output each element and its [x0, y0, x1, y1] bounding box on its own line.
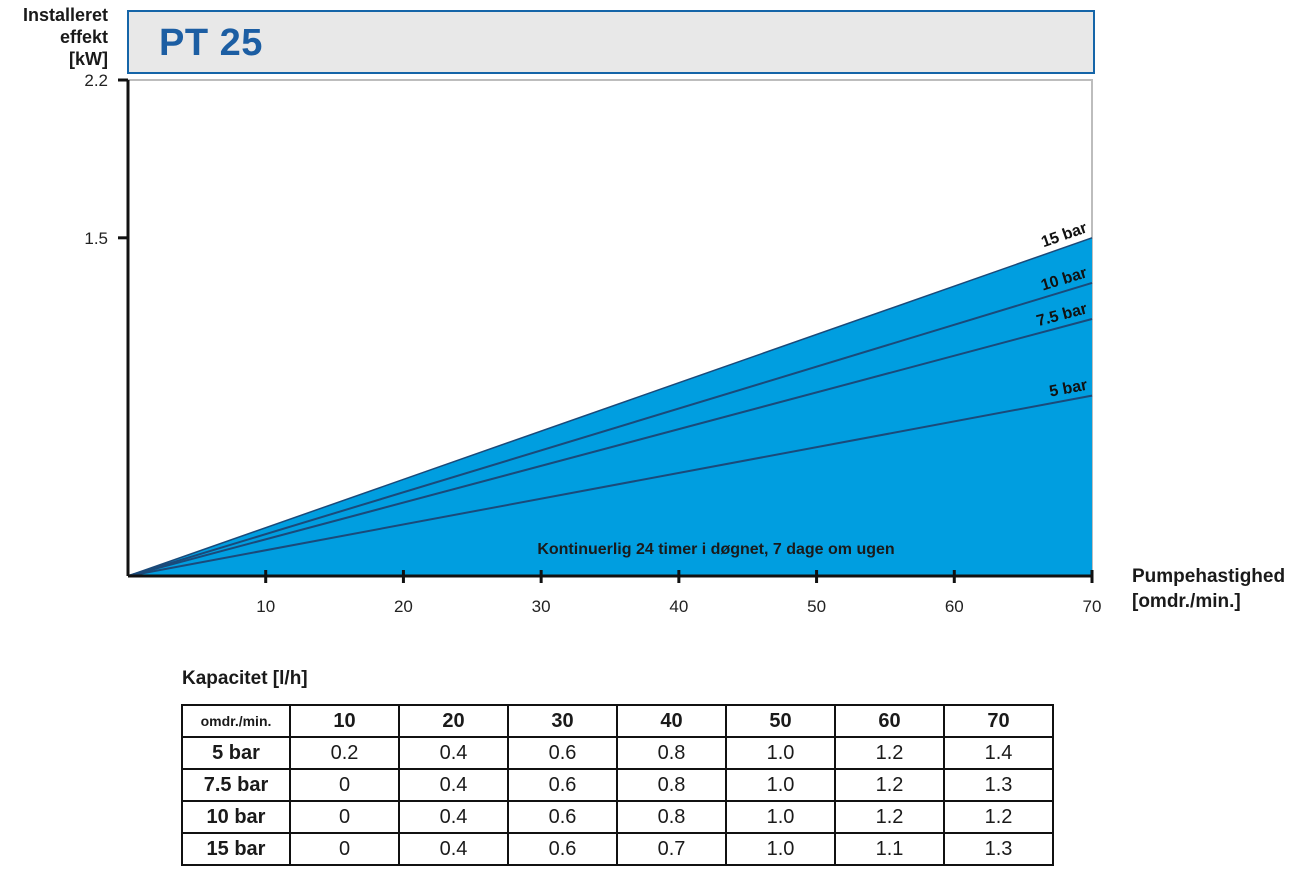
table-cell: 0	[289, 832, 400, 866]
table-row: 5 bar 0.2 0.4 0.6 0.8 1.0 1.2 1.4	[181, 736, 1054, 770]
table-cell: 0.6	[507, 800, 618, 834]
capacity-table: omdr./min. 10 20 30 40 50 60 70 5 bar 0.…	[181, 704, 1054, 866]
table-row: 7.5 bar 0 0.4 0.6 0.8 1.0 1.2 1.3	[181, 768, 1054, 802]
table-cell: 1.4	[943, 736, 1054, 770]
x-tick-label: 20	[394, 597, 413, 616]
row-label: 5 bar	[181, 736, 291, 770]
x-tick-label: 10	[256, 597, 275, 616]
table-cell: 1.0	[725, 768, 836, 802]
table-row: 15 bar 0 0.4 0.6 0.7 1.0 1.1 1.3	[181, 832, 1054, 866]
capacity-corner-cell: omdr./min.	[181, 704, 291, 738]
y-axis-label-line-3: [kW]	[69, 49, 108, 69]
table-cell: 1.3	[943, 832, 1054, 866]
table-cell: 0.8	[616, 768, 727, 802]
table-cell: 1.2	[834, 768, 945, 802]
table-cell: 1.0	[725, 800, 836, 834]
table-cell: 0.4	[398, 800, 509, 834]
table-cell: 0	[289, 768, 400, 802]
capacity-col-header: 50	[725, 704, 836, 738]
chart-title: PT 25	[159, 22, 263, 64]
table-cell: 0.8	[616, 736, 727, 770]
table-cell: 0.2	[289, 736, 400, 770]
table-cell: 0.6	[507, 736, 618, 770]
x-tick-label: 40	[669, 597, 688, 616]
table-cell: 0.4	[398, 832, 509, 866]
row-label: 7.5 bar	[181, 768, 291, 802]
chart-title-box: PT 25	[127, 10, 1095, 74]
capacity-col-header: 60	[834, 704, 945, 738]
table-cell: 0.7	[616, 832, 727, 866]
table-cell: 0	[289, 800, 400, 834]
capacity-col-header: 20	[398, 704, 509, 738]
x-tick-label: 30	[532, 597, 551, 616]
series-line	[127, 394, 1093, 577]
y-tick-label: 2.2	[84, 71, 108, 90]
table-cell: 1.2	[834, 800, 945, 834]
capacity-col-header: 40	[616, 704, 727, 738]
table-cell: 0.4	[398, 736, 509, 770]
annotation-text: Kontinuerlig 24 timer i døgnet, 7 dage o…	[537, 541, 894, 558]
x-tick-label: 60	[945, 597, 964, 616]
table-cell: 1.1	[834, 832, 945, 866]
x-tick-label: 70	[1083, 597, 1102, 616]
table-cell: 1.2	[834, 736, 945, 770]
capacity-title: Kapacitet [l/h]	[182, 668, 308, 689]
series-line	[127, 281, 1093, 577]
series-label: 5 bar	[1048, 377, 1089, 401]
table-row: 10 bar 0 0.4 0.6 0.8 1.0 1.2 1.2	[181, 800, 1054, 834]
y-axis-label: Installeret effekt [kW]	[4, 4, 108, 70]
x-axis-label-line-1: Pumpehastighed	[1132, 566, 1286, 587]
table-cell: 1.3	[943, 768, 1054, 802]
table-cell: 1.2	[943, 800, 1054, 834]
series-line	[127, 318, 1093, 577]
table-cell: 1.0	[725, 736, 836, 770]
table-cell: 0.6	[507, 832, 618, 866]
capacity-col-header: 30	[507, 704, 618, 738]
table-cell: 0.4	[398, 768, 509, 802]
table-cell: 1.0	[725, 832, 836, 866]
x-axis-label-line-2: [omdr./min.]	[1132, 591, 1241, 612]
y-axis-label-line-2: effekt	[59, 27, 108, 47]
capacity-col-header: 70	[943, 704, 1054, 738]
x-axis-label: Pumpehastighed [omdr./min.]	[1132, 564, 1285, 614]
row-label: 15 bar	[181, 832, 291, 866]
table-cell: 0.6	[507, 768, 618, 802]
capacity-header-row: omdr./min. 10 20 30 40 50 60 70	[181, 704, 1054, 738]
row-label: 10 bar	[181, 800, 291, 834]
y-axis-label-line-1: Installeret	[22, 5, 108, 25]
series-line	[127, 237, 1093, 577]
y-tick-label: 1.5	[84, 229, 108, 248]
table-cell: 0.8	[616, 800, 727, 834]
capacity-col-header: 10	[289, 704, 400, 738]
x-tick-label: 50	[807, 597, 826, 616]
